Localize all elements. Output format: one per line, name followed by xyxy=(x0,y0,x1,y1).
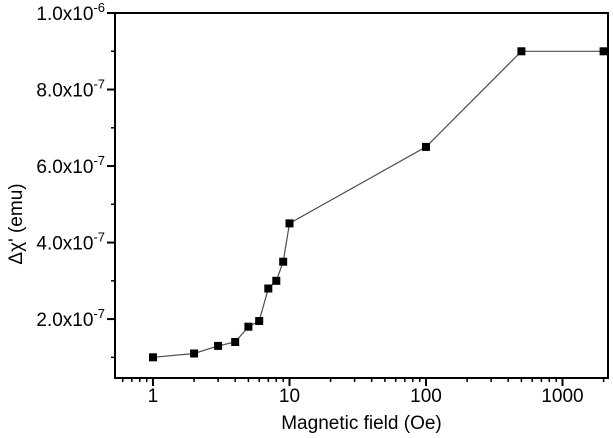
data-point-marker xyxy=(599,47,608,56)
y-tick-mantissa: 8.0x10 xyxy=(36,81,93,102)
y-tick-mantissa: 2.0x10 xyxy=(36,310,93,331)
data-point-marker xyxy=(231,338,240,346)
x-tick-label: 100 xyxy=(410,386,442,407)
y-tick-label: 4.0x10-7 xyxy=(36,230,105,255)
data-point-marker xyxy=(264,284,273,293)
y-tick-mantissa: 1.0x10 xyxy=(36,4,93,25)
y-tick-label: 2.0x10-7 xyxy=(36,306,105,331)
y-tick-label: 6.0x10-7 xyxy=(36,153,105,178)
data-point-marker xyxy=(422,142,430,151)
y-tick-exponent: -7 xyxy=(93,230,105,245)
data-point-marker xyxy=(279,257,288,266)
plot-border xyxy=(114,12,609,379)
data-point-marker xyxy=(272,276,281,285)
y-tick-exponent: -7 xyxy=(93,306,105,321)
y-axis: 2.0x10-74.0x10-76.0x10-78.0x10-71.0x10-6 xyxy=(36,0,115,359)
series-delta-chi-prime xyxy=(149,47,608,362)
y-axis-title: Δχ' (emu) xyxy=(6,183,27,264)
y-tick-exponent: -7 xyxy=(93,77,105,92)
x-axis-title: Magnetic field (Oe) xyxy=(281,413,442,434)
series-line xyxy=(152,50,604,358)
data-point-marker xyxy=(255,317,264,325)
data-point-marker xyxy=(244,322,253,331)
y-tick-exponent: -6 xyxy=(93,0,105,15)
y-tick-exponent: -7 xyxy=(93,153,105,168)
x-tick-label: 10 xyxy=(279,386,300,407)
data-point-marker xyxy=(214,341,223,350)
y-tick-label: 8.0x10-7 xyxy=(36,77,105,102)
x-tick-label: 1 xyxy=(148,386,159,407)
x-axis: 1 10 100 1000 xyxy=(121,378,605,407)
data-point-marker xyxy=(149,353,157,362)
y-tick-mantissa: 4.0x10 xyxy=(36,234,93,255)
data-point-marker xyxy=(285,219,294,228)
y-tick-label: 1.0x10-6 xyxy=(36,0,105,25)
data-point-marker xyxy=(190,349,199,358)
y-tick-mantissa: 6.0x10 xyxy=(36,157,93,178)
data-point-marker xyxy=(517,47,526,56)
x-tick-label: 1000 xyxy=(541,386,583,407)
